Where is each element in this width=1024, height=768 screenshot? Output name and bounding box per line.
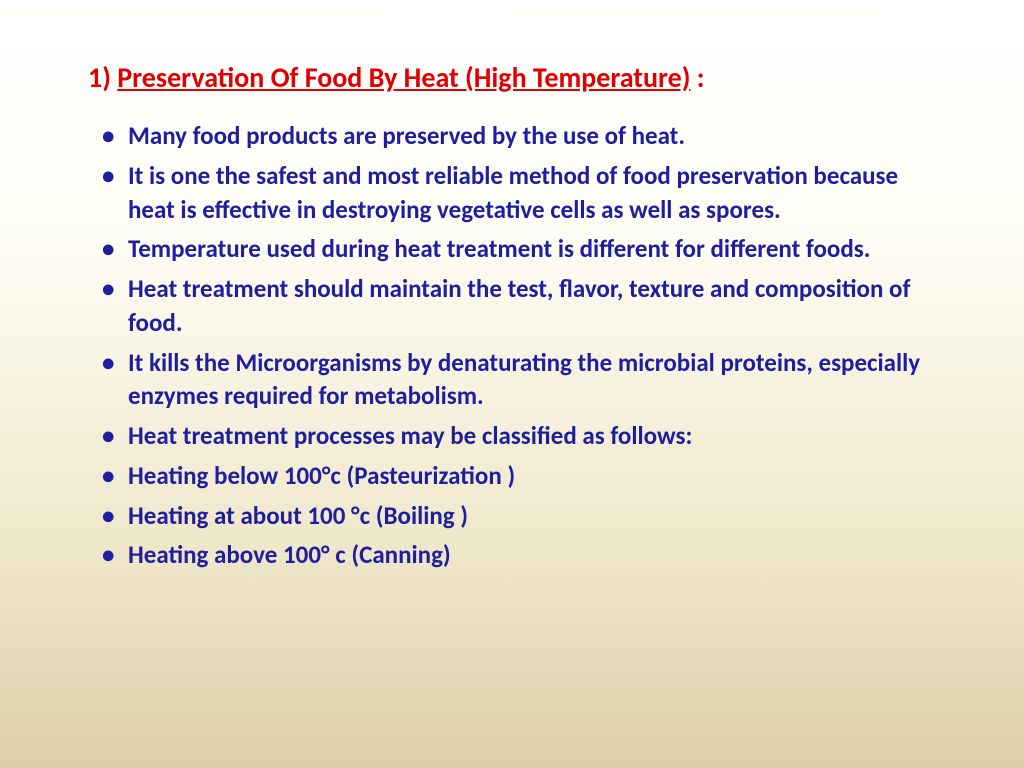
list-item: Heat treatment processes may be classifi… [102, 419, 944, 453]
title-colon: : [690, 60, 704, 95]
list-item: It kills the Microorganisms by denaturat… [102, 346, 944, 414]
list-item: It is one the safest and most reliable m… [102, 159, 944, 227]
title-text: Preservation Of Food By Heat (High Tempe… [117, 60, 690, 95]
list-item: Heat treatment should maintain the test,… [102, 272, 944, 340]
list-item: Heating above 100° c (Canning) [102, 538, 944, 572]
slide-title: 1) Preservation Of Food By Heat (High Te… [88, 60, 944, 95]
slide-container: 1) Preservation Of Food By Heat (High Te… [0, 0, 1024, 618]
list-item: Heating at about 100 °c (Boiling ) [102, 499, 944, 533]
list-item: Temperature used during heat treatment i… [102, 232, 944, 266]
list-item: Many food products are preserved by the … [102, 119, 944, 153]
title-number: 1) [88, 60, 111, 95]
list-item: Heating below 100°c (Pasteurization ) [102, 459, 944, 493]
bullet-list: Many food products are preserved by the … [80, 119, 944, 572]
